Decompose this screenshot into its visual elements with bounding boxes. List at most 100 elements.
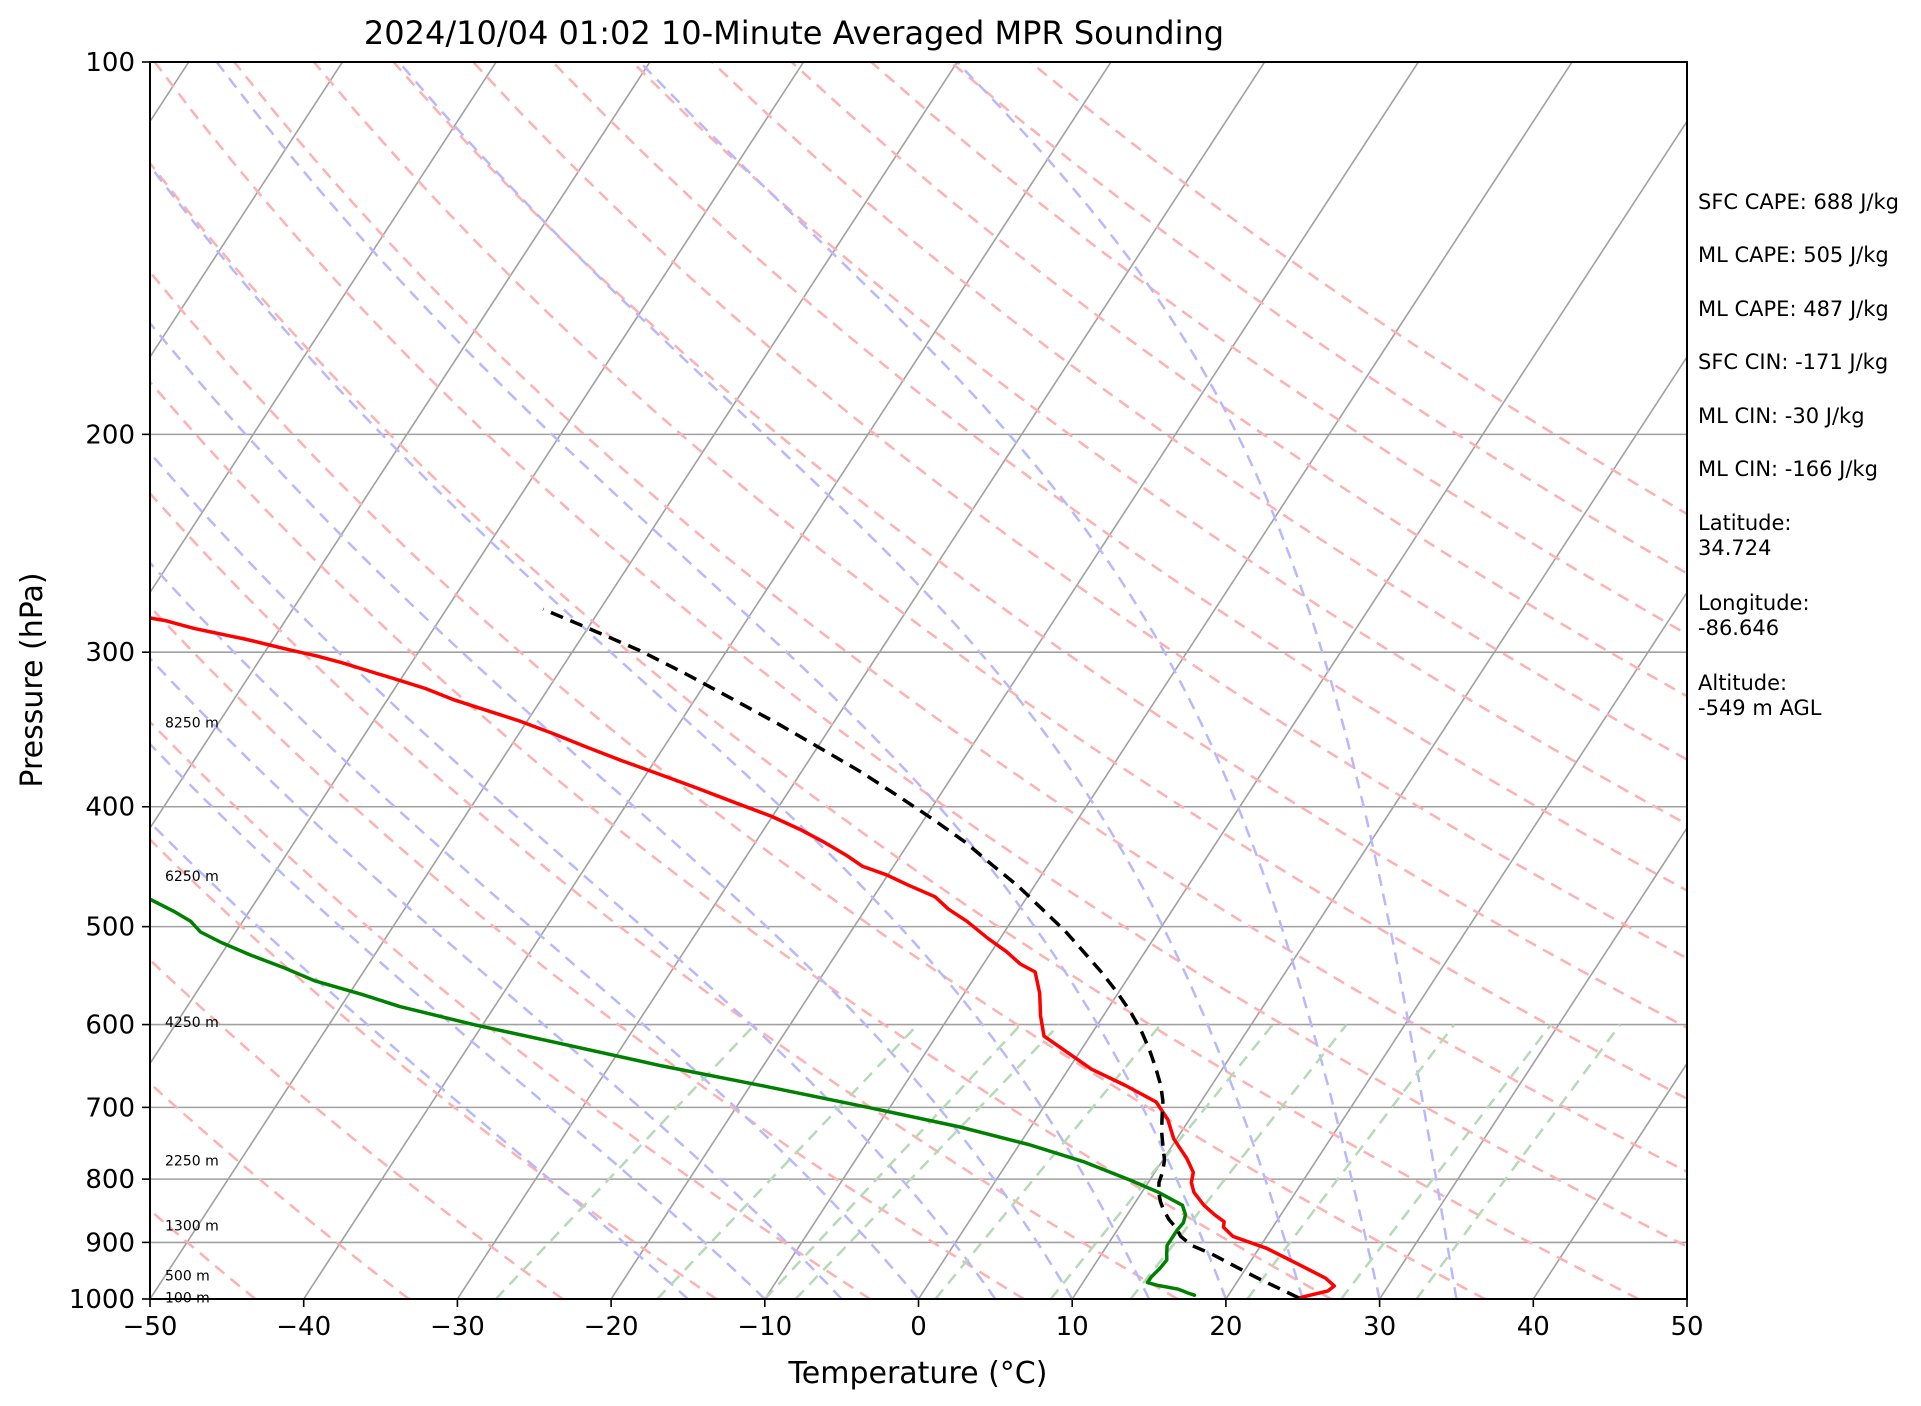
temperature-line <box>150 616 1337 1299</box>
dry-adiabat-line <box>233 62 1687 1174</box>
isotherm-line <box>150 62 497 594</box>
moist-adiabat-line <box>150 742 766 1299</box>
dry-adiabat-line <box>312 62 1687 1101</box>
mixing-ratio-line <box>1246 1023 1456 1299</box>
isotherm-line <box>456 62 1266 1299</box>
height-label: 8250 m <box>165 716 219 732</box>
moist-adiabat-line <box>150 321 1074 1299</box>
dry-adiabat-line <box>392 62 1687 1030</box>
x-tick-label: 30 <box>1363 1312 1396 1342</box>
mixing-ratio-line <box>1129 1023 1348 1299</box>
dry-adiabat-line <box>150 380 1332 1299</box>
isotherm-line <box>303 62 1112 1299</box>
x-tick-label: 20 <box>1209 1312 1242 1342</box>
dry-adiabat-line <box>551 62 1687 892</box>
y-tick-label: 400 <box>85 793 135 823</box>
dry-adiabat-line <box>150 958 564 1299</box>
dry-adiabat-line <box>790 62 1687 698</box>
dry-adiabat-line <box>150 604 1025 1299</box>
height-label: 4250 m <box>165 1015 219 1031</box>
isotherm-line <box>150 62 651 830</box>
dry-adiabat-line <box>150 491 1179 1299</box>
moist-adiabat-line <box>150 560 920 1299</box>
plot-frame <box>149 61 1688 1300</box>
profile-lines <box>150 607 1337 1299</box>
y-tick-label: 1000 <box>69 1285 135 1315</box>
dry-adiabat-line <box>150 1081 410 1299</box>
mixing-ratio-line <box>794 1023 1061 1299</box>
y-axis-label: Pressure (hPa) <box>15 572 50 787</box>
x-tick-label: 10 <box>1056 1312 1089 1342</box>
x-tick-label: 40 <box>1517 1312 1550 1342</box>
background-lines <box>150 62 1687 1299</box>
y-tick-label: 300 <box>85 638 135 668</box>
moist-adiabat-line <box>150 450 997 1299</box>
x-axis-label: Temperature (°C) <box>788 1356 1048 1391</box>
height-label: 2250 m <box>165 1154 219 1170</box>
height-label: 6250 m <box>165 869 219 885</box>
dry-adiabat-line <box>150 269 1486 1299</box>
y-tick-label: 800 <box>85 1165 135 1195</box>
y-tick-label: 900 <box>85 1228 135 1258</box>
mixing-ratio-line <box>1415 1023 1622 1299</box>
info-annotation: SFC CAPE: 688 J/kg <box>1698 190 1899 214</box>
mixing-ratio-line <box>656 1023 919 1299</box>
moist-adiabat-line <box>150 163 1151 1299</box>
moist-adiabat-line <box>639 62 1381 1299</box>
y-tick-label: 500 <box>85 913 135 943</box>
info-annotation: ML CIN: -166 J/kg <box>1698 457 1878 481</box>
isotherm-line <box>610 62 1420 1299</box>
dewpoint-line <box>150 897 1197 1297</box>
dry-adiabat-line <box>150 837 718 1299</box>
x-axis-ticks: −50 −40 −30 −20 −10 0 10 20 30 40 50 <box>123 1299 1704 1342</box>
isotherm-line <box>917 119 1687 1299</box>
isotherm-line <box>1071 355 1687 1299</box>
info-annotation: Longitude: <box>1698 591 1810 615</box>
dry-adiabat-line <box>150 161 1640 1299</box>
y-tick-label: 700 <box>85 1093 135 1123</box>
x-tick-label: 0 <box>910 1312 927 1342</box>
info-annotation: -549 m AGL <box>1698 696 1822 720</box>
y-tick-label: 100 <box>85 48 135 78</box>
isotherm-line <box>1532 1062 1687 1299</box>
isotherm-line <box>1378 826 1687 1299</box>
dry-adiabat-line <box>870 62 1687 636</box>
moist-adiabat-line <box>956 62 1458 1299</box>
mixing-ratio-line <box>763 1023 1022 1299</box>
x-tick-label: 50 <box>1670 1312 1703 1342</box>
parcel-line <box>542 607 1300 1299</box>
mixing-ratio-line <box>1340 1023 1552 1299</box>
info-annotation: Latitude: <box>1698 511 1792 535</box>
info-annotation: ML CAPE: 505 J/kg <box>1698 243 1889 267</box>
x-tick-label: −40 <box>276 1312 331 1342</box>
height-label: 1300 m <box>165 1218 219 1234</box>
height-label: 500 m <box>165 1268 210 1284</box>
dry-adiabat-line <box>153 62 1687 1248</box>
x-tick-label: −50 <box>123 1312 178 1342</box>
x-tick-label: −10 <box>737 1312 792 1342</box>
y-axis-ticks: 100 200 300 400 500 600 700 800 900 1000 <box>69 48 150 1315</box>
moist-adiabat-line <box>150 656 843 1299</box>
x-tick-label: −30 <box>430 1312 485 1342</box>
moist-adiabat-line <box>397 62 1304 1299</box>
x-tick-label: −20 <box>584 1312 639 1342</box>
isotherm-line <box>1225 590 1687 1299</box>
info-annotation: Altitude: <box>1698 671 1787 695</box>
info-annotation: ML CIN: -30 J/kg <box>1698 404 1865 428</box>
dry-adiabat-line <box>150 720 871 1299</box>
chart-title: 2024/10/04 01:02 10-Minute Averaged MPR … <box>364 14 1224 52</box>
isotherm-line <box>150 62 344 359</box>
dry-adiabat-line <box>472 62 1687 960</box>
info-annotation: ML CAPE: 487 J/kg <box>1698 297 1889 321</box>
info-annotation: -86.646 <box>1698 616 1779 640</box>
y-tick-label: 600 <box>85 1011 135 1041</box>
info-annotation: SFC CIN: -171 J/kg <box>1698 350 1888 374</box>
info-panel: SFC CAPE: 688 J/kg ML CAPE: 505 J/kg ML CA… <box>1698 190 1899 720</box>
isotherm-line <box>764 62 1573 1299</box>
mixing-ratio-line <box>494 1023 756 1299</box>
y-tick-label: 200 <box>85 420 135 450</box>
info-annotation: 34.724 <box>1698 536 1771 560</box>
